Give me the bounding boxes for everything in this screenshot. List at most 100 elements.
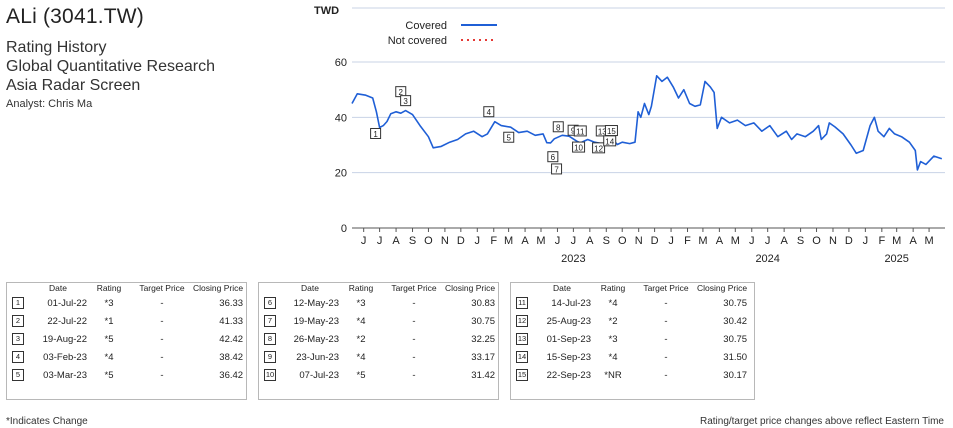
cell-date: 25-Aug-23: [546, 315, 591, 327]
cell-rating: *4: [356, 351, 366, 363]
x-axis: J J A S O N D J F M A M J J A S O N D J F M A M J J A S O N D J F M A M2023…: [361, 228, 934, 265]
price-chart: J J A S O N D J F M A M J J A S O N D J F M A M J J A S O N D J F M A M2023…: [314, 5, 945, 265]
cell-target: -: [160, 333, 164, 345]
row-number-box: 3: [12, 333, 24, 345]
row-number-cell: 2: [7, 312, 29, 330]
marker-label: 13: [598, 127, 607, 136]
cell-target: -: [664, 333, 668, 345]
cell-target: -: [412, 315, 416, 327]
table-row: 5 03-Mar-23 *5 - 36.42: [7, 366, 243, 384]
header-target: Target Price: [643, 283, 689, 293]
row-number-cell: 11: [511, 294, 533, 312]
header-close: Closing Price: [445, 283, 496, 293]
header-date: Date: [49, 283, 67, 293]
cell-date: 22-Jul-22: [47, 315, 87, 327]
marker-box: [604, 125, 618, 137]
x-tick-label: A: [780, 235, 788, 247]
x-tick-label: D: [845, 235, 853, 247]
rating-marker: 15: [604, 125, 618, 137]
row-number-cell: 12: [511, 312, 533, 330]
x-tick-label: S: [797, 235, 804, 247]
year-label: 2023: [561, 253, 585, 265]
marker-label: 8: [556, 123, 561, 132]
x-tick-label: O: [812, 235, 821, 247]
cell-target: -: [160, 315, 164, 327]
row-number-cell: 7: [259, 312, 281, 330]
cell-close: 30.83: [471, 297, 496, 309]
cell-rating: *4: [104, 351, 114, 363]
cell-date: 07-Jul-23: [299, 369, 339, 381]
y-tick-label: 0: [341, 223, 347, 235]
x-tick-label: M: [924, 235, 933, 247]
x-tick-label: A: [521, 235, 529, 247]
table-row: 4 03-Feb-23 *4 - 38.42: [7, 348, 243, 366]
chart-legend: Covered Not covered: [388, 20, 497, 47]
cell-target: -: [664, 351, 668, 363]
rating-table-2-grid: Date Rating Target Price Closing Price 6 12-M…: [259, 283, 495, 384]
row-number-cell: 4: [7, 348, 29, 366]
marker-label: 9: [571, 127, 576, 136]
rating-marker: 5: [503, 131, 515, 143]
row-number-box: 14: [516, 351, 528, 363]
x-tick-label: J: [668, 235, 674, 247]
y-tick-label: 20: [335, 168, 347, 180]
legend-label: Covered: [405, 20, 447, 32]
table-row: 6 12-May-23 *3 - 30.83: [259, 294, 495, 312]
cell-close: 32.25: [471, 333, 496, 345]
cell-date: 12-May-23: [293, 297, 339, 309]
rating-table-3-grid: Date Rating Target Price Closing Price 11 14-…: [511, 283, 747, 384]
x-tick-label: O: [424, 235, 433, 247]
row-number-box: 12: [516, 315, 528, 327]
rating-marker: 12: [592, 142, 606, 154]
row-number-box: 1: [12, 297, 24, 309]
cell-date: 26-May-23: [293, 333, 339, 345]
x-tick-label: F: [490, 235, 497, 247]
x-tick-label: A: [392, 235, 400, 247]
marker-box: [592, 142, 606, 154]
cell-rating: *3: [608, 333, 618, 345]
table-row: 2 22-Jul-22 *1 - 41.33: [7, 312, 243, 330]
table-row: 9 23-Jun-23 *4 - 33.17: [259, 348, 495, 366]
row-number-box: 7: [264, 315, 276, 327]
rating-marker: 10: [572, 141, 586, 153]
cell-close: 31.50: [723, 351, 748, 363]
cell-close: 41.33: [219, 315, 244, 327]
header-close: Closing Price: [193, 283, 244, 293]
row-number-box: 4: [12, 351, 24, 363]
cell-date: 15-Sep-23: [546, 351, 591, 363]
rating-table-3: Date Rating Target Price Closing Price 11 14-…: [510, 282, 755, 400]
header-target: Target Price: [391, 283, 437, 293]
cell-target: -: [412, 333, 416, 345]
row-number-cell: 14: [511, 348, 533, 366]
cell-target: -: [664, 297, 668, 309]
marker-label: 3: [403, 97, 408, 106]
table-row: 1 01-Jul-22 *3 - 36.33: [7, 294, 243, 312]
header-close: Closing Price: [697, 283, 748, 293]
rating-marker: 1: [370, 127, 382, 139]
report-header: ALi (3041.TW) Rating History Global Quan…: [6, 4, 306, 112]
table-row: 14 15-Sep-23 *4 - 31.50: [511, 348, 747, 366]
marker-box: [552, 121, 564, 133]
cell-target: -: [664, 369, 668, 381]
row-number-cell: 8: [259, 330, 281, 348]
report-subtitle: Rating History: [6, 39, 107, 56]
cell-target: -: [160, 351, 164, 363]
cell-target: -: [664, 315, 668, 327]
cell-close: 42.42: [219, 333, 244, 345]
marker-label: 1: [373, 130, 378, 139]
row-number-cell: 6: [259, 294, 281, 312]
header-num: [7, 283, 29, 294]
cell-date: 22-Sep-23: [546, 369, 591, 381]
price-series: [351, 75, 943, 171]
cell-close: 36.42: [219, 369, 244, 381]
cell-close: 30.17: [723, 369, 748, 381]
cell-date: 01-Jul-22: [47, 297, 87, 309]
row-number-cell: 5: [7, 366, 29, 384]
cell-rating: *4: [608, 351, 618, 363]
cell-date: 19-May-23: [293, 315, 339, 327]
cell-close: 38.42: [219, 351, 244, 363]
x-tick-label: S: [409, 235, 416, 247]
cell-target: -: [412, 351, 416, 363]
cell-target: -: [160, 369, 164, 381]
gridlines: [352, 7, 945, 229]
